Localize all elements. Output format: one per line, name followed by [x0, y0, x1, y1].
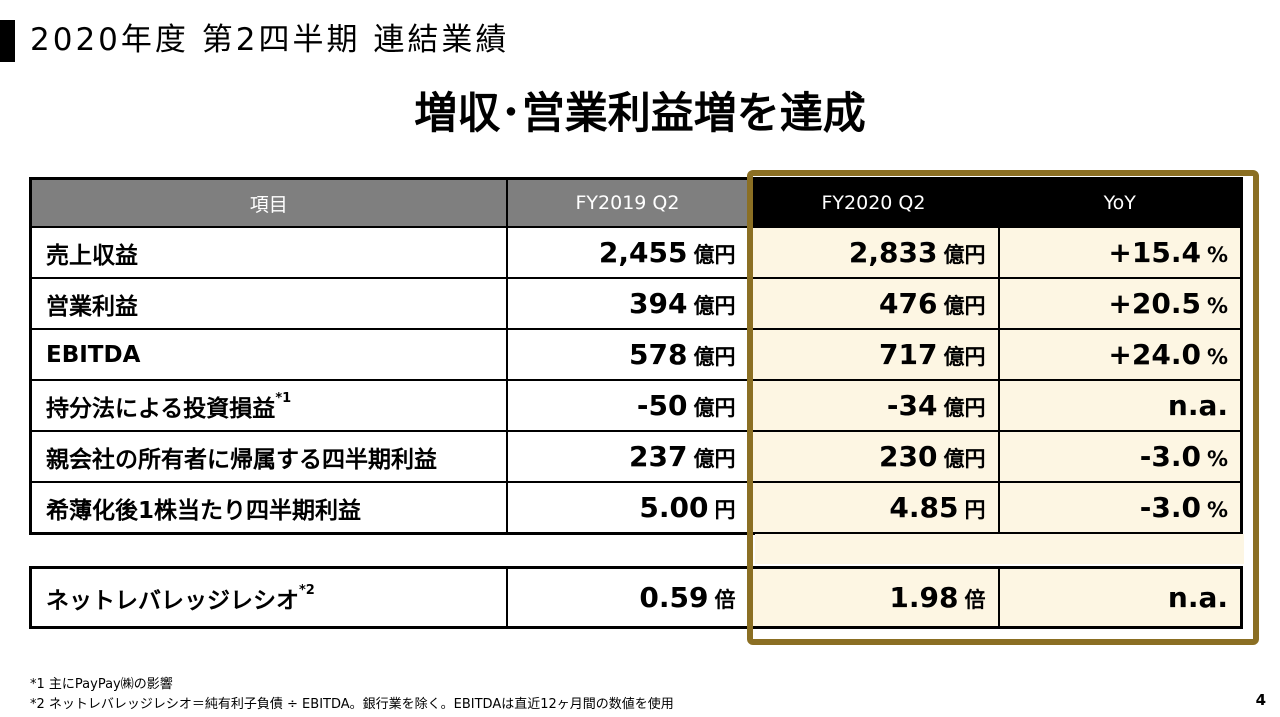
table-row: EBITDA 578 億円 717 億円 +24.0%	[30, 328, 1242, 380]
cell-fy2019: 2,455 億円	[505, 226, 749, 278]
row-label: 営業利益	[30, 277, 507, 329]
cell-yoy: -3.0%	[997, 430, 1242, 482]
column-header-fy2020: FY2020 Q2	[747, 178, 999, 227]
cell-yoy: n.a.	[997, 379, 1242, 431]
cell-fy2020: 2,833 億円	[747, 226, 999, 278]
results-table: 項目 FY2019 Q2 FY2020 Q2 YoY 売上収益 2,455 億円 2,…	[29, 177, 1243, 535]
column-header-item: 項目	[30, 178, 507, 227]
table-row: 営業利益 394 億円 476 億円 +20.5%	[30, 277, 1242, 329]
table-header-row: 項目 FY2019 Q2 FY2020 Q2 YoY	[30, 178, 1242, 227]
cell-yoy: +15.4%	[997, 226, 1242, 278]
cell-fy2019: -50 億円	[505, 379, 749, 431]
table-row: 親会社の所有者に帰属する四半期利益 237 億円 230 億円 -3.0%	[30, 430, 1242, 482]
cell-fy2020: 230 億円	[747, 430, 999, 482]
row-label: 持分法による投資損益*1	[30, 379, 507, 431]
highlight-gap-fill	[755, 534, 1244, 564]
footnote-1: *1 主にPayPay㈱の影響	[30, 677, 173, 692]
table-row: ネットレバレッジレシオ*2 0.59 倍 1.98 倍 n.a.	[31, 567, 1242, 628]
cell-fy2019: 0.59 倍	[505, 567, 749, 628]
row-label: EBITDA	[30, 328, 507, 380]
cell-fy2019: 578 億円	[505, 328, 749, 380]
cell-fy2020: 4.85 円	[747, 481, 999, 534]
cell-fy2020: 476 億円	[747, 277, 999, 329]
table-row: 持分法による投資損益*1 -50 億円 -34 億円 n.a.	[30, 379, 1242, 431]
row-label: 親会社の所有者に帰属する四半期利益	[30, 430, 507, 482]
row-label: 売上収益	[30, 226, 507, 278]
cell-fy2020: -34 億円	[747, 379, 999, 431]
cell-yoy: +20.5%	[997, 277, 1242, 329]
column-header-fy2019: FY2019 Q2	[505, 178, 749, 227]
header-accent-bar	[0, 20, 15, 62]
table-row: 希薄化後1株当たり四半期利益 5.00 円 4.85 円 -3.0%	[30, 481, 1242, 534]
footnote-2: *2 ネットレバレッジレシオ＝純有利子負債 ÷ EBITDA。銀行業を除く。EB…	[30, 697, 674, 712]
cell-yoy: +24.0%	[997, 328, 1242, 380]
row-label: ネットレバレッジレシオ*2	[46, 582, 315, 614]
cell-yoy: n.a.	[997, 567, 1242, 628]
table-row: 売上収益 2,455 億円 2,833 億円 +15.4%	[30, 226, 1242, 278]
cell-yoy: -3.0%	[997, 481, 1242, 534]
cell-fy2020: 1.98 倍	[747, 567, 999, 628]
slide-title: 2020年度 第2四半期 連結業績	[30, 22, 510, 58]
row-label: 希薄化後1株当たり四半期利益	[30, 481, 507, 534]
page-number: 4	[1255, 691, 1266, 709]
column-header-yoy: YoY	[997, 178, 1242, 227]
cell-fy2019: 237 億円	[505, 430, 749, 482]
headline: 増収･営業利益増を達成	[414, 89, 866, 139]
cell-fy2019: 5.00 円	[505, 481, 749, 534]
cell-fy2020: 717 億円	[747, 328, 999, 380]
footnote-marker: *1	[275, 390, 292, 406]
footnote-marker: *2	[299, 582, 315, 598]
net-leverage-table: ネットレバレッジレシオ*2 0.59 倍 1.98 倍 n.a.	[29, 566, 1243, 629]
cell-fy2019: 394 億円	[505, 277, 749, 329]
